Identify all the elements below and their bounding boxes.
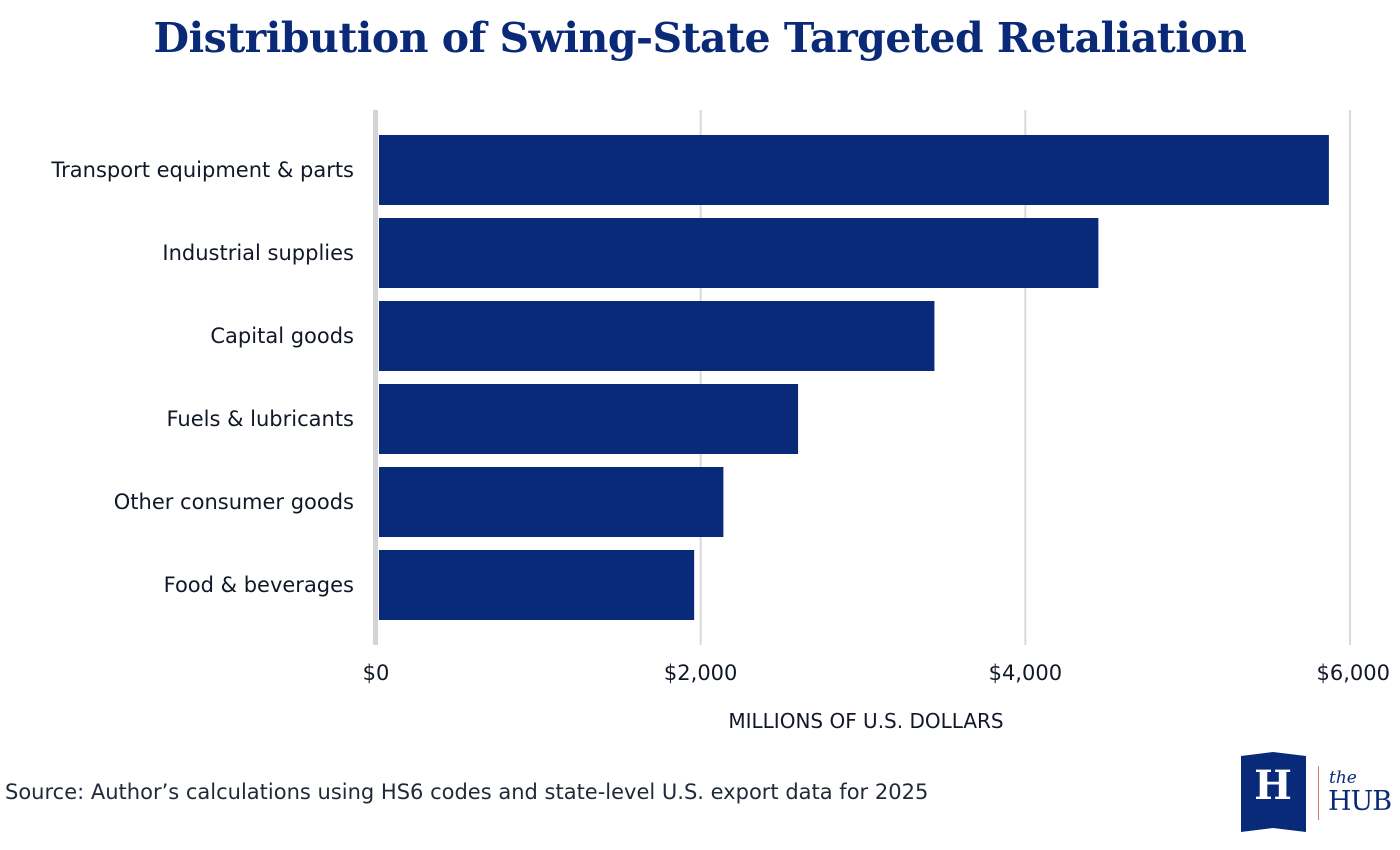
category-label: Fuels & lubricants bbox=[166, 407, 354, 431]
bar bbox=[379, 218, 1099, 288]
bar bbox=[379, 467, 724, 537]
logo-hub-text: HUB bbox=[1328, 786, 1392, 817]
bar bbox=[379, 384, 799, 454]
category-label: Other consumer goods bbox=[114, 490, 354, 514]
source-note: Source: Author’s calculations using HS6 … bbox=[5, 780, 929, 804]
bars bbox=[379, 135, 1329, 620]
logo-letter: H bbox=[1254, 762, 1292, 809]
category-label: Capital goods bbox=[210, 324, 354, 348]
x-tick-labels: $0 $2,000 $4,000 $6,000 bbox=[363, 661, 1390, 685]
x-tick-label: $0 bbox=[363, 661, 390, 685]
category-labels: Transport equipment & parts Industrial su… bbox=[50, 158, 354, 597]
logo-divider bbox=[1318, 766, 1319, 820]
x-tick-label: $4,000 bbox=[989, 661, 1062, 685]
category-label: Industrial supplies bbox=[162, 241, 354, 265]
logo-the-text: the bbox=[1329, 768, 1357, 788]
x-tick-label: $2,000 bbox=[664, 661, 737, 685]
hub-logo: H the HUB bbox=[1240, 752, 1400, 836]
bar bbox=[379, 301, 935, 371]
y-axis-line bbox=[373, 110, 378, 645]
category-label: Food & beverages bbox=[164, 573, 354, 597]
bar-chart: Transport equipment & parts Industrial su… bbox=[50, 110, 1390, 733]
x-axis-title: MILLIONS OF U.S. DOLLARS bbox=[728, 709, 1003, 733]
bar bbox=[379, 550, 695, 620]
chart-title: Distribution of Swing-State Targeted Ret… bbox=[153, 14, 1247, 62]
category-label: Transport equipment & parts bbox=[50, 158, 354, 182]
x-tick-label: $6,000 bbox=[1317, 661, 1390, 685]
bar bbox=[379, 135, 1329, 205]
logo-banner-icon bbox=[1241, 752, 1306, 832]
